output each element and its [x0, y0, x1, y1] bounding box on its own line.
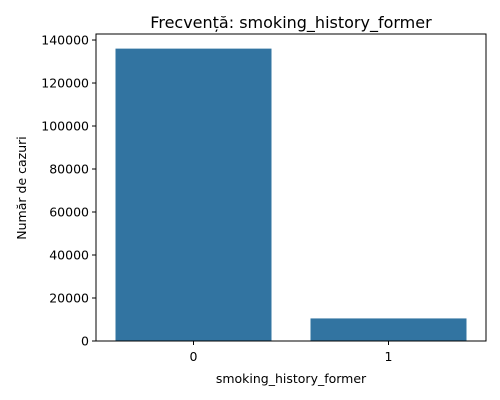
bar-1 — [310, 318, 467, 341]
y-tick-label: 140000 — [41, 33, 89, 48]
y-tick-label: 0 — [81, 334, 89, 349]
y-axis-label: Număr de cazuri — [14, 136, 29, 239]
y-tick-label: 40000 — [49, 248, 89, 263]
x-tick-label: 1 — [385, 349, 393, 364]
chart-title: Frecvență: smoking_history_former — [150, 13, 432, 33]
bar-0 — [115, 48, 272, 341]
y-tick-label: 60000 — [49, 205, 89, 220]
bars-group — [115, 48, 467, 341]
x-axis-label: smoking_history_former — [216, 371, 367, 386]
y-tick-label: 120000 — [41, 76, 89, 91]
y-tick-label: 20000 — [49, 291, 89, 306]
y-tick-label: 80000 — [49, 162, 89, 177]
y-tick-label: 100000 — [41, 119, 89, 134]
y-axis: 0 20000 40000 60000 80000 100000 120000 140000 — [41, 33, 96, 349]
plot-frame — [95, 33, 487, 342]
x-tick-label: 0 — [190, 349, 198, 364]
